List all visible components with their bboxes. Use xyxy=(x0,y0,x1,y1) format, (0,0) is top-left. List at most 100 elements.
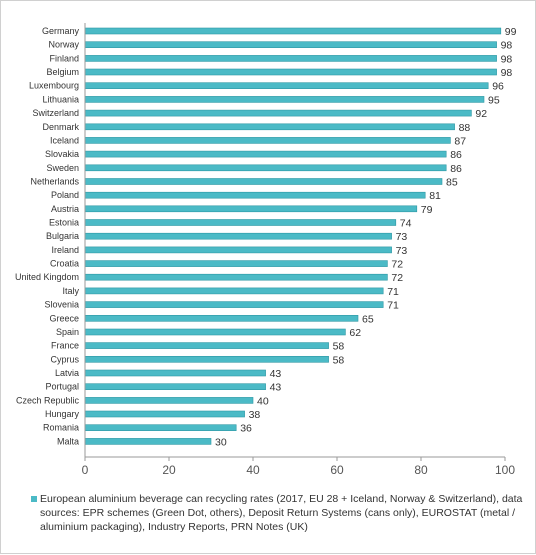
category-label: Hungary xyxy=(45,409,80,419)
data-label: 98 xyxy=(501,40,513,52)
bar xyxy=(84,41,497,49)
data-label: 65 xyxy=(362,313,374,325)
category-label: Austria xyxy=(51,204,79,214)
x-tick-label: 100 xyxy=(495,463,515,477)
legend-swatch xyxy=(31,496,37,502)
category-label: Portugal xyxy=(45,382,79,392)
category-label: Poland xyxy=(51,190,79,200)
data-label: 73 xyxy=(396,231,408,243)
data-label: 88 xyxy=(459,122,471,134)
category-label: Lithuania xyxy=(42,94,79,104)
data-label: 43 xyxy=(270,368,282,380)
category-label: Greece xyxy=(49,313,79,323)
category-label: France xyxy=(51,341,79,351)
data-label: 96 xyxy=(492,81,504,93)
category-label: Bulgaria xyxy=(46,231,79,241)
bar xyxy=(84,369,266,377)
category-label: Luxembourg xyxy=(29,81,79,91)
bar xyxy=(84,410,245,418)
category-label: Ireland xyxy=(51,245,79,255)
data-label: 30 xyxy=(215,436,227,448)
legend-label: European aluminium beverage can recyclin… xyxy=(40,493,523,533)
category-label: Belgium xyxy=(46,67,79,77)
data-label: 95 xyxy=(488,94,500,106)
bar xyxy=(84,342,329,349)
bar xyxy=(84,123,455,131)
legend: European aluminium beverage can recyclin… xyxy=(31,492,526,534)
category-label: Latvia xyxy=(55,368,79,378)
bar xyxy=(84,438,212,445)
bar xyxy=(84,27,502,35)
data-label: 99 xyxy=(505,26,517,38)
bar xyxy=(84,232,392,240)
data-label: 81 xyxy=(429,190,441,202)
x-tick-label: 60 xyxy=(330,463,344,477)
data-label: 85 xyxy=(446,177,458,189)
category-label: Croatia xyxy=(50,259,79,269)
bar xyxy=(84,397,254,404)
x-tick-label: 20 xyxy=(162,463,176,477)
bar xyxy=(84,383,266,391)
bar xyxy=(84,424,237,432)
bar xyxy=(84,328,346,336)
category-label: United Kingdom xyxy=(15,272,79,282)
bar xyxy=(84,301,384,308)
data-label: 58 xyxy=(333,354,345,366)
category-label: Spain xyxy=(56,327,79,337)
bar xyxy=(84,82,489,89)
category-label: Italy xyxy=(62,286,79,296)
bar xyxy=(84,205,418,213)
data-label: 73 xyxy=(396,245,408,257)
category-label: Denmark xyxy=(42,122,79,132)
data-label: 86 xyxy=(450,163,462,175)
bar xyxy=(84,260,388,267)
bar xyxy=(84,178,443,185)
bar xyxy=(84,355,329,363)
category-label: Norway xyxy=(48,40,79,50)
data-label: 86 xyxy=(450,149,462,161)
data-label: 87 xyxy=(454,135,466,147)
category-label: Germany xyxy=(42,26,80,36)
bar xyxy=(84,219,397,226)
category-label: Romania xyxy=(43,423,79,433)
bar xyxy=(84,68,497,76)
category-label: Czech Republic xyxy=(16,395,80,405)
bar xyxy=(84,314,359,322)
bar xyxy=(84,109,472,117)
data-label: 40 xyxy=(257,395,269,407)
data-label: 71 xyxy=(387,286,399,298)
data-label: 62 xyxy=(349,327,361,339)
data-label: 79 xyxy=(421,204,433,216)
category-label: Slovenia xyxy=(44,300,79,310)
data-label: 72 xyxy=(391,259,403,271)
data-label: 71 xyxy=(387,300,399,312)
category-label: Switzerland xyxy=(32,108,79,118)
category-label: Finland xyxy=(49,53,79,63)
category-label: Sweden xyxy=(46,163,79,173)
data-label: 92 xyxy=(475,108,487,120)
bar xyxy=(84,55,497,62)
data-label: 74 xyxy=(400,218,412,230)
category-label: Cyprus xyxy=(50,354,79,364)
data-label: 98 xyxy=(501,67,513,79)
data-label: 72 xyxy=(391,272,403,284)
bar xyxy=(84,137,451,144)
data-label: 38 xyxy=(249,409,261,421)
bar xyxy=(84,246,392,254)
x-tick-label: 40 xyxy=(246,463,260,477)
data-label: 98 xyxy=(501,53,513,65)
data-label: 58 xyxy=(333,341,345,353)
x-tick-label: 0 xyxy=(82,463,89,477)
bar xyxy=(84,273,388,281)
bar xyxy=(84,150,447,158)
category-label: Iceland xyxy=(50,135,79,145)
bar xyxy=(84,164,447,172)
bar xyxy=(84,96,485,103)
data-label: 36 xyxy=(240,423,252,435)
category-label: Malta xyxy=(57,436,79,446)
bar xyxy=(84,191,426,199)
bar xyxy=(84,287,384,295)
category-label: Netherlands xyxy=(30,177,79,187)
